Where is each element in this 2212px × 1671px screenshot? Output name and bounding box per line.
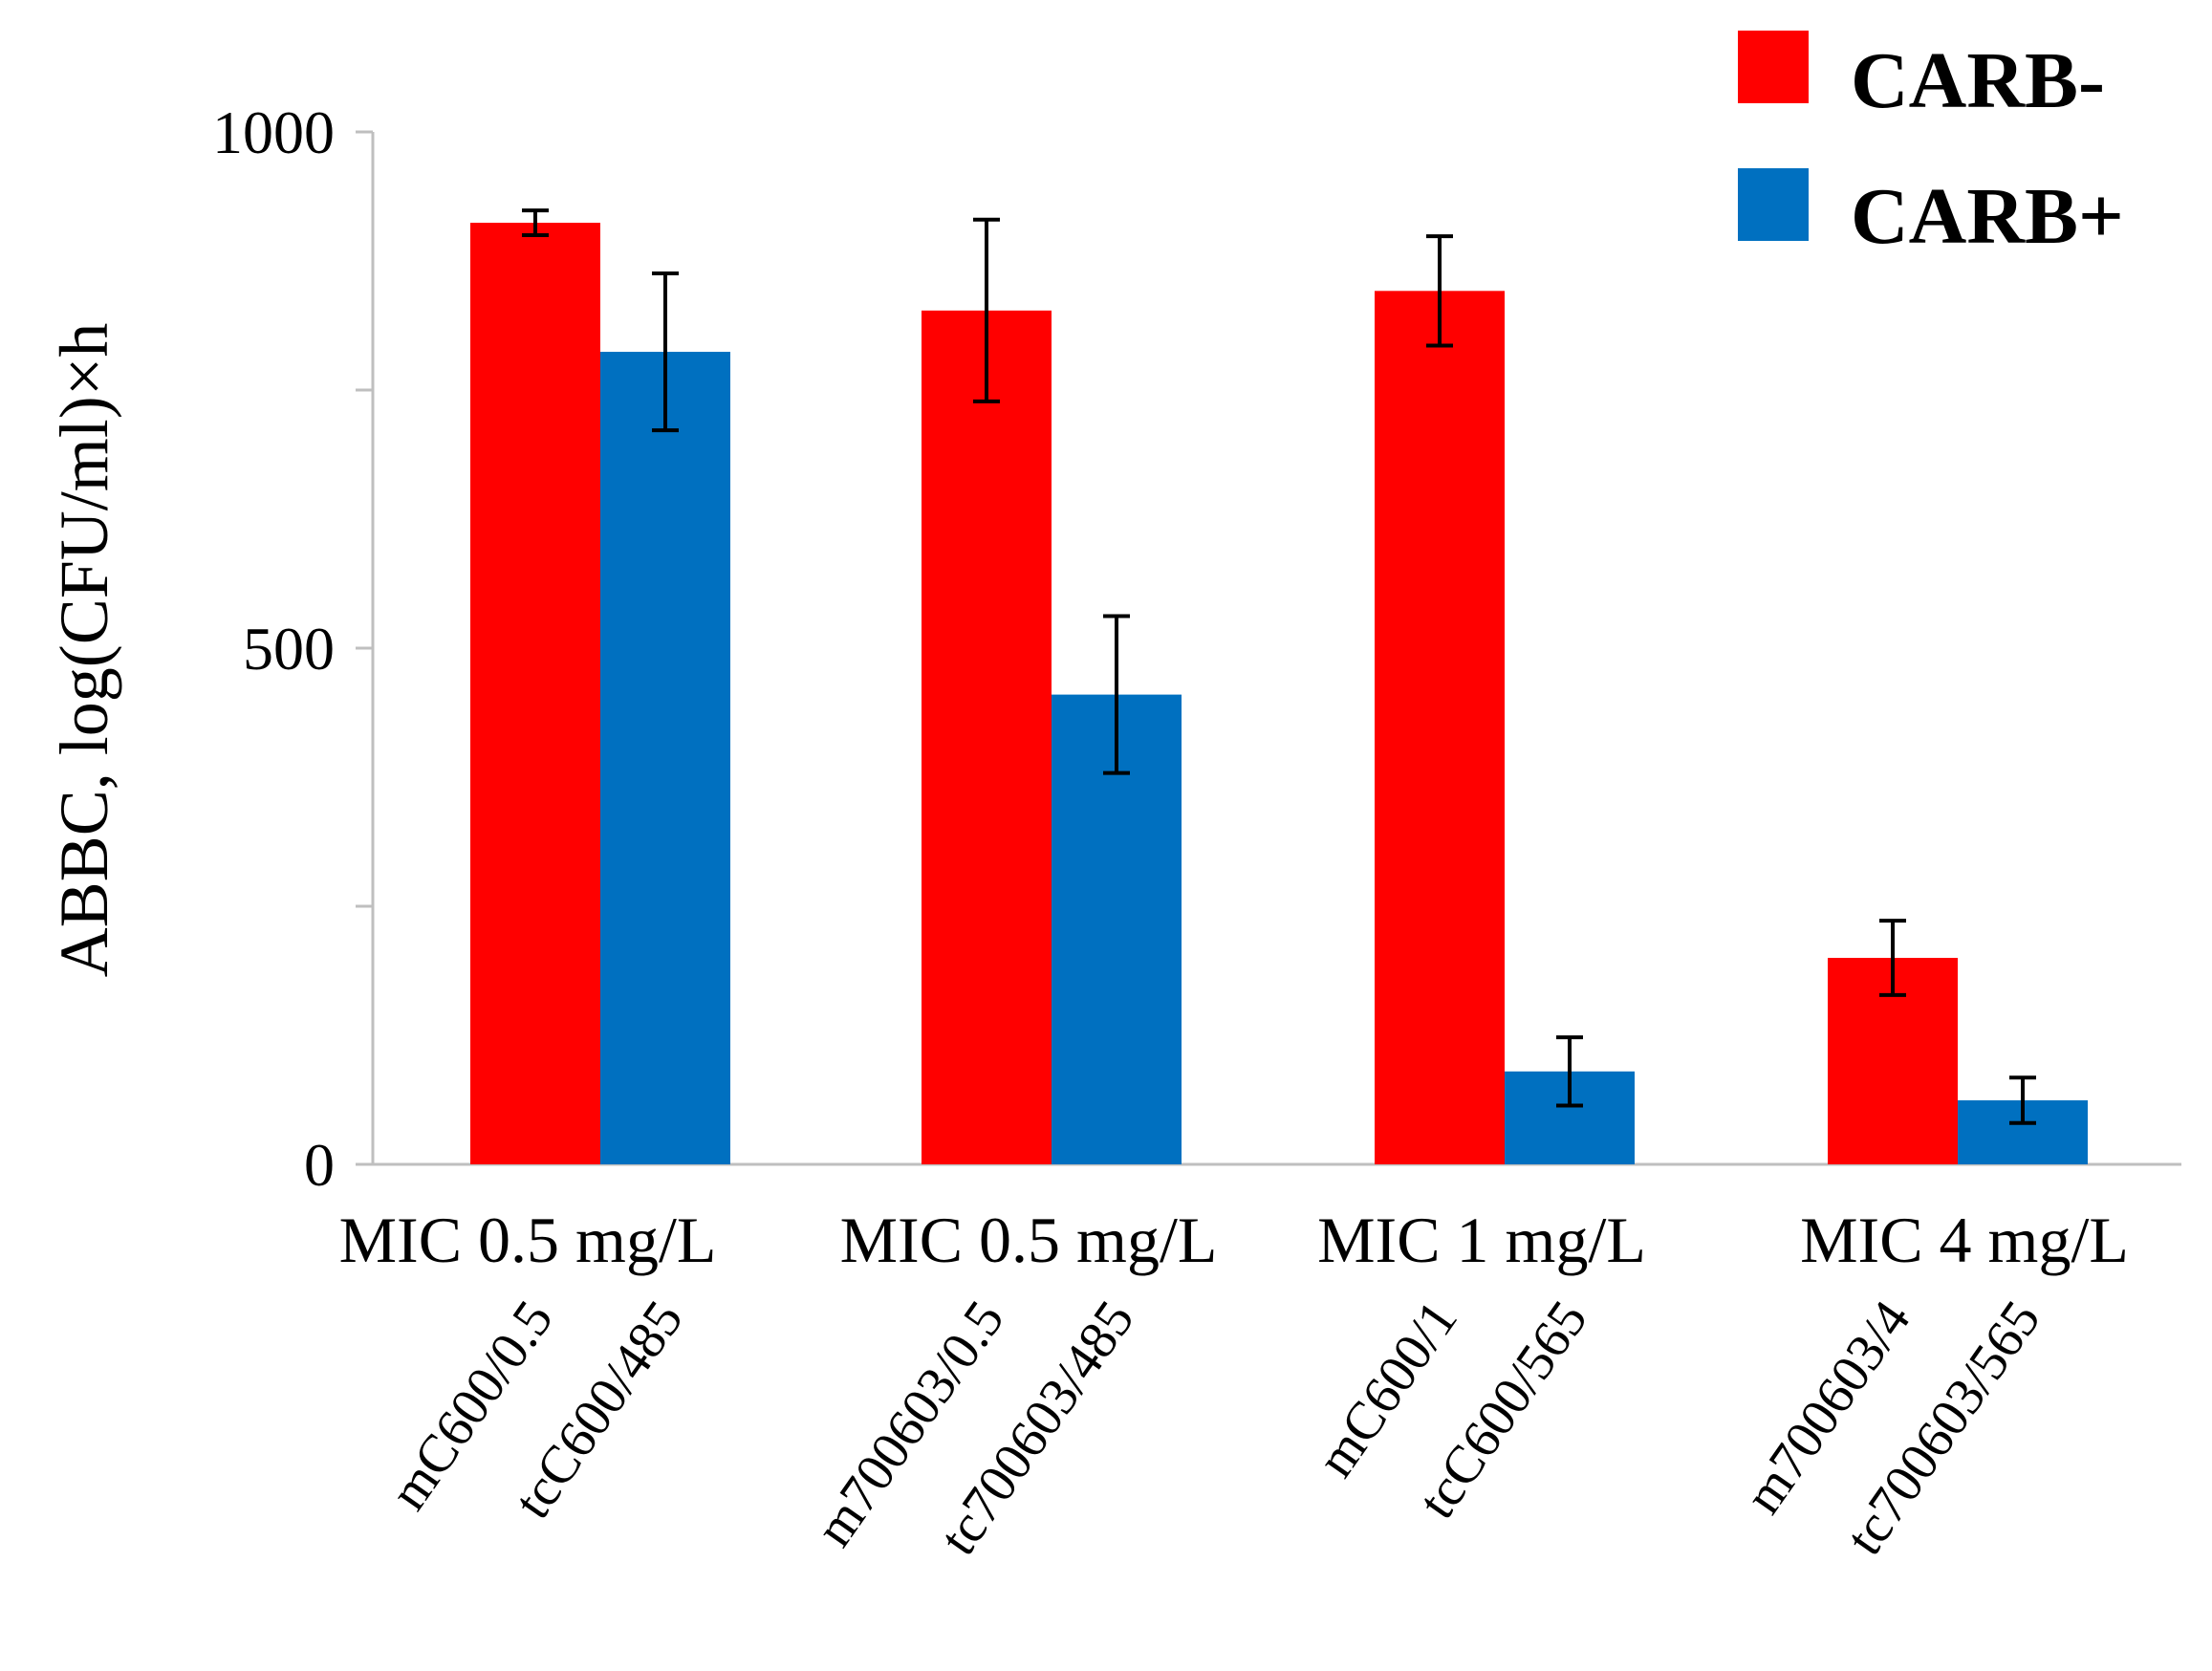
y-tick-label: 0 [304,1131,335,1199]
bar-mc600-0-5 [470,223,600,1165]
y-axis-title: ABBC, log(CFU/ml)×h [46,323,122,978]
y-tick-label: 1000 [212,98,335,166]
bar-mc600-1 [1375,291,1505,1164]
legend: CARB- CARB+ [1738,31,2124,261]
y-tick-label: 500 [243,615,335,683]
bar-tcc600-485 [600,352,730,1164]
legend-label: CARB+ [1851,172,2124,261]
legend-swatch-carb-minus [1738,31,1809,103]
group-label: MIC 0.5 mg/L [339,1204,717,1276]
legend-swatch-carb-plus [1738,168,1809,241]
group-label: MIC 1 mg/L [1317,1204,1646,1276]
group-label: MIC 0.5 mg/L [840,1204,1218,1276]
group-label: MIC 4 mg/L [1800,1204,2129,1276]
bars [470,223,2088,1165]
bar-m700603-0-5 [922,310,1052,1165]
error-bars [522,208,2036,1125]
legend-label: CARB- [1851,36,2105,125]
